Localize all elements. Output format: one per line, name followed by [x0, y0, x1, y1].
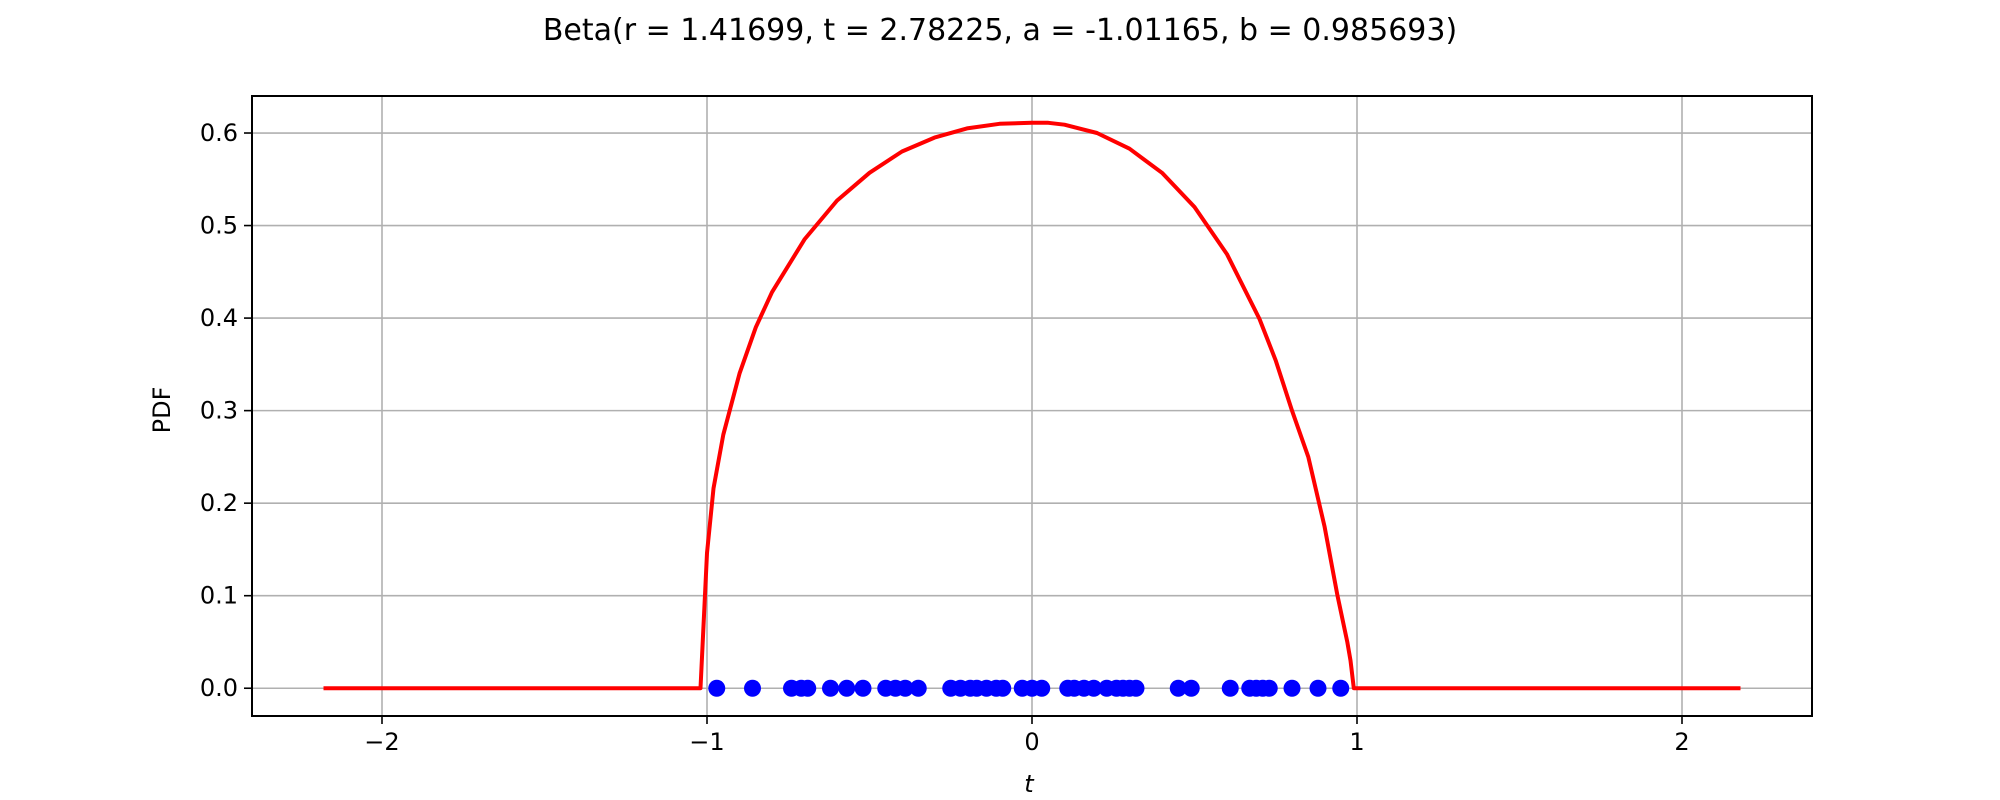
y-tick-label: 0.0: [200, 674, 238, 702]
y-tick-label: 0.6: [200, 119, 238, 147]
sample-point: [994, 679, 1012, 697]
sample-point: [1033, 679, 1051, 697]
x-tick-label: −2: [364, 728, 399, 756]
sample-point: [1127, 679, 1145, 697]
sample-point: [744, 679, 761, 697]
sample-point: [1332, 679, 1350, 697]
sample-point: [854, 679, 872, 697]
x-axis-label: t: [1024, 770, 1035, 798]
sample-point: [1260, 679, 1278, 697]
sample-point: [822, 679, 839, 697]
x-tick-label: −1: [689, 728, 724, 756]
sample-point: [1182, 679, 1200, 697]
sample-point: [1309, 679, 1327, 697]
sample-point: [1283, 679, 1301, 697]
y-tick-label: 0.3: [200, 397, 238, 425]
x-tick-label: 1: [1349, 728, 1364, 756]
plot-area: [323, 120, 1741, 697]
y-tick-label: 0.4: [200, 304, 238, 332]
sample-point: [799, 679, 817, 697]
x-tick-label: 0: [1024, 728, 1039, 756]
y-tick-label: 0.1: [200, 582, 238, 610]
y-axis-label: PDF: [148, 387, 176, 434]
sample-point: [1085, 679, 1103, 697]
ticks: −2 −1 0 1 2 0.0 0.1 0.2 0.3 0.4 0.5 0.6: [200, 119, 1690, 756]
sample-point: [896, 679, 914, 697]
sample-point: [708, 679, 726, 697]
x-tick-label: 2: [1674, 728, 1689, 756]
sample-point: [838, 679, 856, 697]
sample-point: [1221, 679, 1239, 697]
y-tick-label: 0.2: [200, 489, 238, 517]
sample-point: [1169, 679, 1187, 697]
y-tick-label: 0.5: [200, 212, 238, 240]
grid: [252, 96, 1812, 716]
pdf-curve: [323, 120, 1741, 691]
sample-point: [909, 679, 927, 697]
chart-title: Beta(r = 1.41699, t = 2.78225, a = -1.01…: [543, 13, 1457, 48]
